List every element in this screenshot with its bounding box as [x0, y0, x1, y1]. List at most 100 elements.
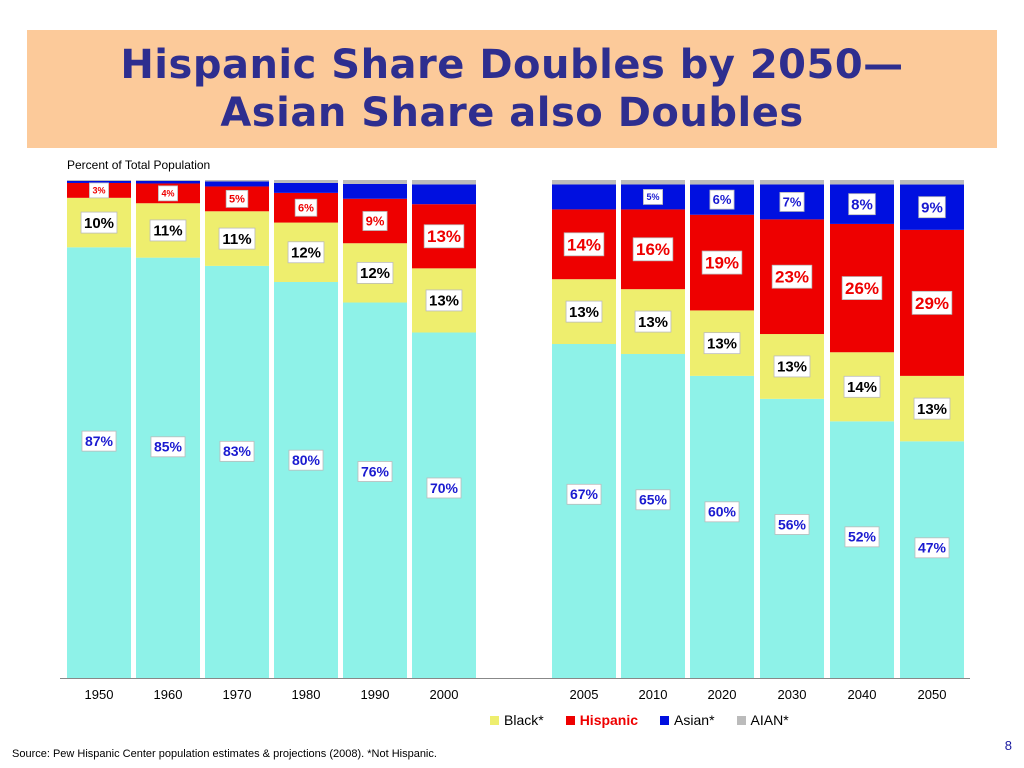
bar-aian-1960: [136, 180, 200, 181]
svg-text:65%: 65%: [639, 492, 668, 508]
svg-text:7%: 7%: [783, 194, 802, 209]
data-label-asian-2010: 5%: [643, 189, 663, 205]
bar-white-1960: [136, 257, 200, 678]
svg-text:60%: 60%: [708, 504, 737, 520]
svg-text:6%: 6%: [298, 203, 314, 215]
legend-swatch-black: [490, 715, 499, 725]
x-tick-label-2020: 2020: [708, 687, 737, 702]
data-label-black-1980: 12%: [287, 241, 325, 264]
data-label-asian-2030: 7%: [779, 192, 805, 212]
data-label-white-2020: 60%: [704, 501, 740, 523]
x-tick-label-1960: 1960: [154, 687, 183, 702]
svg-text:76%: 76%: [361, 463, 390, 479]
data-label-white-1980: 80%: [288, 449, 324, 471]
svg-text:13%: 13%: [429, 293, 459, 310]
svg-text:29%: 29%: [915, 294, 949, 313]
data-label-white-2030: 56%: [774, 514, 810, 535]
data-label-hispanic-1960: 4%: [158, 185, 178, 202]
data-label-hispanic-1980: 6%: [294, 198, 318, 217]
bar-aian-1950: [67, 180, 131, 181]
legend-swatch-hispanic: [565, 715, 575, 725]
bar-white-2040: [830, 421, 894, 678]
bar-white-1950: [67, 247, 131, 679]
bar-aian-1990: [343, 180, 407, 184]
svg-text:70%: 70%: [430, 480, 459, 496]
svg-text:83%: 83%: [223, 443, 252, 459]
svg-text:87%: 87%: [85, 433, 114, 449]
svg-text:6%: 6%: [713, 192, 732, 207]
bar-aian-1980: [274, 180, 338, 183]
data-label-white-2050: 47%: [914, 537, 950, 559]
legend-label-asian: Asian*: [674, 712, 715, 728]
bar-aian-1970: [205, 180, 269, 182]
data-label-black-2020: 13%: [703, 332, 741, 355]
x-tick-label-1950: 1950: [85, 687, 114, 702]
data-label-white-1990: 76%: [357, 461, 393, 482]
svg-text:12%: 12%: [360, 265, 390, 282]
svg-text:80%: 80%: [292, 452, 321, 468]
bar-white-2005: [552, 344, 616, 678]
bar-white-1980: [274, 281, 338, 678]
data-label-white-2040: 52%: [844, 526, 880, 548]
legend-swatch-aian: [736, 715, 746, 725]
svg-text:52%: 52%: [848, 529, 877, 545]
source-note: Source: Pew Hispanic Center population e…: [12, 748, 437, 760]
data-label-hispanic-2000: 13%: [423, 224, 465, 249]
legend-item-black: Black*: [490, 712, 544, 728]
svg-text:5%: 5%: [229, 194, 245, 206]
svg-text:3%: 3%: [92, 186, 105, 196]
data-label-black-2030: 13%: [773, 355, 811, 378]
x-tick-label-2000: 2000: [430, 687, 459, 702]
data-label-asian-2050: 9%: [918, 196, 946, 219]
svg-text:12%: 12%: [291, 245, 321, 262]
x-tick-label-2030: 2030: [778, 687, 807, 702]
svg-text:5%: 5%: [646, 192, 659, 202]
legend-item-aian: AIAN*: [736, 712, 789, 728]
bar-white-2010: [621, 353, 685, 678]
bar-asian-1960: [136, 180, 200, 184]
svg-text:19%: 19%: [705, 254, 739, 273]
data-label-white-2005: 67%: [566, 483, 602, 505]
svg-text:9%: 9%: [366, 214, 385, 229]
bar-white-2020: [690, 375, 754, 678]
svg-text:23%: 23%: [775, 268, 809, 287]
data-label-hispanic-1970: 5%: [225, 189, 249, 208]
svg-text:13%: 13%: [569, 304, 599, 321]
data-label-hispanic-2020: 19%: [701, 250, 743, 275]
title-line-2: Asian Share also Doubles: [220, 90, 804, 136]
legend-label-black: Black*: [504, 712, 544, 728]
legend-label-aian: AIAN*: [750, 712, 789, 728]
bar-white-1990: [343, 302, 407, 678]
bar-asian-2000: [412, 184, 476, 205]
svg-text:8%: 8%: [851, 196, 873, 213]
data-label-black-2005: 13%: [565, 300, 603, 323]
data-label-black-2050: 13%: [913, 397, 951, 420]
svg-text:13%: 13%: [917, 401, 947, 418]
bar-asian-1980: [274, 182, 338, 193]
title-line-1: Hispanic Share Doubles by 2050—: [120, 42, 904, 88]
data-label-black-1990: 12%: [356, 261, 394, 284]
svg-text:67%: 67%: [570, 486, 599, 502]
data-label-hispanic-2005: 14%: [563, 232, 605, 257]
page-number: 8: [1004, 738, 1012, 753]
x-tick-label-1980: 1980: [292, 687, 321, 702]
bar-white-2030: [760, 398, 824, 678]
svg-text:85%: 85%: [154, 439, 183, 455]
title-banner: Hispanic Share Doubles by 2050— Asian Sh…: [27, 30, 997, 148]
bar-aian-2010: [621, 180, 685, 185]
data-label-white-2010: 65%: [635, 489, 671, 511]
data-label-black-1960: 11%: [149, 219, 187, 242]
data-label-asian-2020: 6%: [709, 189, 735, 210]
x-tick-label-2040: 2040: [848, 687, 877, 702]
bar-white-2000: [412, 332, 476, 678]
data-label-black-1950: 10%: [80, 211, 118, 234]
legend-swatch-asian: [660, 715, 670, 725]
legend-item-asian: Asian*: [660, 712, 715, 728]
data-label-white-2000: 70%: [426, 477, 462, 499]
svg-text:14%: 14%: [567, 235, 601, 254]
bar-aian-2020: [690, 180, 754, 185]
data-label-white-1970: 83%: [219, 440, 255, 462]
bar-aian-2040: [830, 180, 894, 185]
svg-text:13%: 13%: [427, 227, 461, 246]
data-label-asian-2040: 8%: [848, 193, 876, 216]
